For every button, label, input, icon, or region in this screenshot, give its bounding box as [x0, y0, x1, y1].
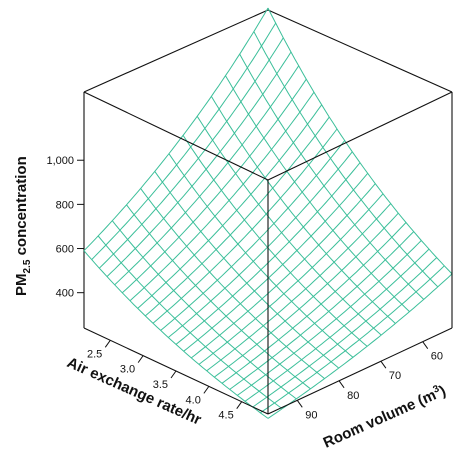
z-axis-title-main: PM: [13, 274, 30, 297]
mesh-line-x: [106, 51, 292, 277]
mesh-line-x: [183, 172, 369, 352]
mesh-line-x: [121, 78, 307, 294]
x-tick-label: 4.5: [218, 410, 233, 422]
y-axis-title-main: Room volume (m: [321, 387, 439, 452]
z-axis-ticks: 400 600 800 1,000: [46, 155, 84, 300]
mesh-line-y: [97, 235, 283, 410]
mesh-line-y: [83, 250, 269, 419]
box-edge-back-top-right: [267, 9, 453, 93]
y-axis-title: Room volume (m3): [320, 381, 448, 451]
mesh-line-x: [137, 104, 323, 309]
box-edge-front-top-right: [267, 91, 453, 181]
mesh-line-x: [83, 7, 269, 252]
mesh-line-y: [154, 171, 340, 369]
x-tick-mark: [203, 386, 210, 394]
y-tick-label: 70: [389, 370, 401, 382]
mesh-line-y: [267, 7, 453, 275]
y-tick-label: 80: [347, 390, 359, 402]
box-edge-back-top-left: [83, 9, 269, 93]
x-tick-mark: [104, 339, 111, 348]
z-tick-label: 800: [56, 199, 74, 211]
mesh-line-x: [190, 183, 376, 359]
mesh-line-y: [126, 204, 311, 390]
mesh-line-x: [244, 248, 430, 402]
mesh-line-x: [129, 91, 315, 302]
mesh-line-x: [221, 222, 407, 384]
mesh-line-y: [168, 153, 354, 358]
y-tick-mark: [338, 380, 345, 389]
mesh-line-x: [98, 37, 284, 269]
x-tick-mark: [236, 401, 243, 410]
y-tick-mark: [422, 341, 429, 349]
mesh-line-y: [253, 31, 439, 288]
mesh-line-x: [206, 203, 392, 372]
x-tick-label: 3.5: [153, 379, 168, 391]
mesh-line-y: [225, 75, 410, 312]
y-axis-ticks: 60 70 80 90: [296, 341, 443, 421]
mesh-line-x: [144, 116, 330, 317]
mesh-line-x: [167, 151, 353, 338]
box-edge-front-top-left: [83, 91, 269, 181]
box-edge-bottom-right: [267, 327, 453, 415]
x-tick-label: 2.5: [87, 348, 102, 360]
surface-mesh: [83, 7, 453, 419]
mesh-line-y: [196, 116, 382, 336]
mesh-line-x: [260, 265, 445, 414]
mesh-line-x: [152, 128, 338, 324]
y-tick-label: 90: [305, 409, 317, 421]
mesh-line-x: [114, 65, 300, 286]
x-tick-label: 3.0: [120, 364, 135, 376]
mesh-line-x: [229, 231, 415, 390]
mesh-line-y: [140, 188, 325, 379]
x-tick-label: 4.0: [186, 394, 201, 406]
y-tick-mark: [296, 400, 303, 408]
y-axis-title-sup: 3: [431, 383, 441, 395]
mesh-line-x: [160, 140, 346, 331]
mesh-line-x: [252, 257, 438, 408]
z-tick-label: 400: [56, 288, 74, 300]
y-tick-mark: [380, 360, 387, 369]
mesh-line-x: [91, 22, 277, 260]
z-tick-label: 600: [56, 244, 74, 256]
mesh-line-y: [210, 96, 396, 324]
box-back-edges: [83, 9, 453, 328]
z-axis-title-rest: concentration: [13, 156, 30, 259]
x-axis-ticks: 2.5 3.0 3.5 4.0 4.5: [87, 339, 243, 422]
mesh-line-x: [267, 273, 453, 419]
z-axis-title-subscript: 2.5: [22, 259, 33, 273]
z-tick-label: 1,000: [46, 155, 74, 167]
x-tick-mark: [170, 370, 177, 379]
z-axis-title: PM2.5 concentration: [13, 156, 33, 296]
mesh-line-x: [198, 193, 384, 365]
mesh-line-x: [214, 212, 399, 378]
y-axis-title-end: ): [437, 382, 448, 400]
mesh-line-y: [111, 220, 297, 400]
mesh-line-y: [239, 53, 425, 300]
x-tick-mark: [137, 355, 144, 363]
y-tick-label: 60: [431, 351, 443, 363]
mesh-line-y: [182, 135, 368, 347]
